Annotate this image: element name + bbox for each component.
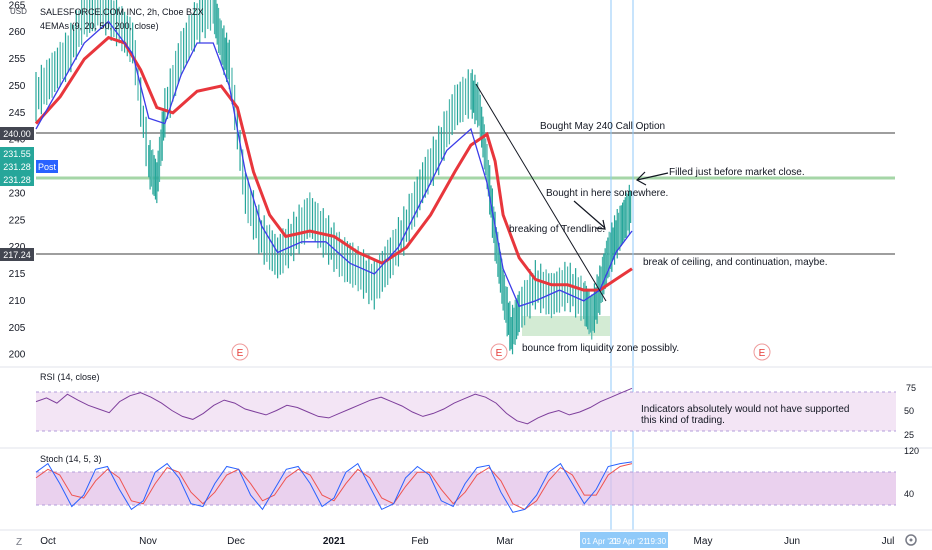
earnings-marker-3[interactable]: E — [753, 343, 771, 361]
annotation-filled: Filled just before market close. — [669, 167, 805, 178]
earnings-marker-2[interactable]: E — [490, 343, 508, 361]
time-tick-2021: 2021 — [323, 536, 346, 547]
time-tick-mar: Mar — [496, 536, 514, 547]
settings-gear-icon[interactable] — [905, 534, 917, 546]
rsi-title: RSI (14, close) — [40, 372, 100, 382]
time-highlight-label: 01 Apr '21 — [582, 537, 618, 546]
time-highlight-label-2: 09 Apr '21 — [612, 537, 648, 546]
price-tick-210: 210 — [9, 296, 26, 307]
price-label-240: 240.00 — [0, 127, 34, 140]
svg-text:Post: Post — [38, 162, 57, 172]
arrow-bought-head — [595, 219, 606, 230]
price-tick-245: 245 — [9, 108, 26, 119]
price-tick-200: 200 — [9, 350, 26, 361]
svg-text:240.00: 240.00 — [3, 129, 31, 139]
rsi-tick-25: 25 — [904, 430, 914, 440]
price-tick-230: 230 — [9, 188, 26, 199]
price-tick-215: 215 — [9, 269, 26, 280]
price-tick-255: 255 — [9, 54, 26, 65]
rsi-tick-75: 75 — [906, 383, 916, 393]
price-series — [35, 0, 632, 355]
time-tick-dec: Dec — [227, 536, 245, 547]
svg-text:231.28: 231.28 — [3, 175, 31, 185]
chart-title: SALESFORCE.COM INC, 2h, Cboe BZX — [40, 7, 204, 17]
svg-text:231.55: 231.55 — [3, 149, 31, 159]
svg-text:E: E — [496, 348, 503, 359]
time-highlight — [580, 532, 668, 548]
trendline[interactable] — [475, 83, 607, 302]
time-tick-jun: Jun — [784, 536, 800, 547]
annotation-bought-here: Bought in here somewhere. — [546, 188, 668, 199]
time-tick-feb: Feb — [411, 536, 429, 547]
price-tick-225: 225 — [9, 215, 26, 226]
stoch-band — [36, 472, 896, 505]
time-tick-oct: Oct — [40, 536, 56, 547]
price-label-231-55: 231.55 — [0, 147, 34, 160]
annotation-indicators-1: Indicators absolutely would not have sup… — [641, 404, 849, 415]
price-tick-250: 250 — [9, 81, 26, 92]
stoch-tick-120: 120 — [904, 446, 919, 456]
stoch-k-line — [35, 461, 633, 513]
time-tick-jul: Jul — [882, 536, 895, 547]
ema-fast-line — [35, 20, 633, 308]
stoch-title: Stoch (14, 5, 3) — [40, 454, 102, 464]
price-tick-205: 205 — [9, 323, 26, 334]
time-axis[interactable]: Oct Nov Dec 2021 Feb Mar May Jun Jul — [40, 536, 894, 547]
timezone-icon[interactable]: Z — [16, 537, 22, 548]
stoch-tick-40: 40 — [904, 489, 914, 499]
arrow-filled — [636, 172, 669, 181]
annotation-ceiling: break of ceiling, and continuation, mayb… — [643, 257, 828, 268]
arrow-filled-head — [636, 171, 647, 186]
annotation-indicators-2: this kind of trading. — [641, 415, 725, 426]
rsi-line — [35, 387, 633, 425]
price-label-231-28: 231.28 — [0, 173, 34, 186]
svg-text:217.24: 217.24 — [3, 250, 31, 260]
price-tick-220: 220 — [9, 242, 26, 253]
annotation-bought-call: Bought May 240 Call Option — [540, 121, 665, 132]
svg-text:E: E — [237, 348, 244, 359]
svg-text:E: E — [759, 348, 766, 359]
arrow-bought — [573, 200, 606, 229]
price-label-231-28-post: 231.28 Post — [0, 160, 58, 173]
price-label-217: 217.24 — [0, 248, 34, 261]
price-tick-265: 265 — [9, 0, 26, 11]
annotation-trendline: breaking of Trendline. — [509, 224, 605, 235]
earnings-marker-1[interactable]: E — [231, 343, 249, 361]
svg-text:231.28: 231.28 — [3, 162, 31, 172]
time-highlight-time: 19:30 — [646, 537, 667, 546]
price-tick-260: 260 — [9, 27, 26, 38]
rsi-tick-50: 50 — [904, 406, 914, 416]
time-tick-may: May — [694, 536, 713, 547]
stoch-d-line — [35, 463, 633, 510]
annotation-liquidity: bounce from liquidity zone possibly. — [522, 343, 679, 354]
indicator-label: 4EMAs (9, 20, 50, 200, close) — [40, 21, 159, 31]
ema-slow-line — [34, 35, 633, 292]
time-tick-nov: Nov — [139, 536, 157, 547]
currency-label: USD — [10, 7, 27, 16]
price-tick-240: 240 — [9, 135, 26, 146]
